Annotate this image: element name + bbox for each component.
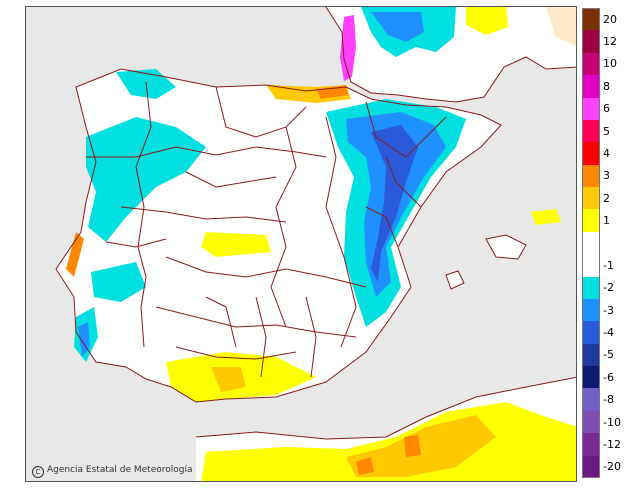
legend-label: 3 — [603, 169, 610, 183]
legend-swatch — [582, 231, 600, 255]
cold-anomaly-northwest — [86, 117, 206, 242]
credit-text: Agencia Estatal de Meteorología — [47, 465, 193, 475]
legend-swatch — [582, 388, 600, 412]
france-hot-strip — [340, 15, 356, 81]
warm-southwest — [66, 232, 84, 277]
legend-label: 1 — [603, 214, 610, 228]
color-legend: 20 12 10 8 6 5 4 3 2 1 -1 -2 -3 -4 -5 -6 -8 -10 -12 -20 — [582, 8, 630, 479]
france-cold-core — [371, 12, 424, 42]
legend-swatch — [582, 164, 600, 188]
legend-label: -20 — [603, 460, 621, 474]
legend-swatch — [582, 298, 600, 322]
legend-swatch — [582, 8, 600, 31]
legend-swatch — [582, 254, 600, 278]
legend-swatch — [582, 343, 600, 367]
legend-swatch — [582, 209, 600, 233]
legend-label: -4 — [603, 326, 614, 340]
legend-label: 12 — [603, 35, 617, 49]
cold-anomaly-center-west — [91, 262, 146, 302]
legend-swatch — [582, 366, 600, 389]
legend-swatch — [582, 52, 600, 76]
legend-swatch — [582, 410, 600, 434]
cold-anomaly-east-core — [371, 125, 418, 282]
legend-swatch — [582, 142, 600, 166]
legend-swatch — [582, 321, 600, 345]
legend-swatch — [582, 187, 600, 210]
legend-swatch — [582, 433, 600, 457]
legend-label: 5 — [603, 124, 610, 138]
copyright-icon: C — [32, 466, 44, 478]
balearic-islands — [485, 234, 527, 260]
france-warm-blob — [466, 7, 508, 35]
legend-label: 8 — [603, 79, 610, 93]
legend-swatch — [582, 30, 600, 54]
legend-label: -12 — [603, 437, 621, 451]
africa-warm-mid — [346, 415, 496, 477]
coastlines — [195, 7, 576, 440]
france-top-right-shade — [546, 7, 576, 47]
legend-label: 4 — [603, 146, 610, 160]
legend-label: -3 — [603, 303, 614, 317]
legend-label: -6 — [603, 370, 614, 384]
legend-label: -2 — [603, 281, 614, 295]
legend-swatch — [582, 276, 600, 300]
regional-borders — [55, 68, 502, 403]
warm-north-coast-edge — [316, 85, 348, 99]
aemet-credit: C Agencia Estatal de Meteorología — [32, 465, 193, 478]
africa-warm — [201, 402, 576, 481]
legend-swatch — [582, 455, 600, 479]
anomaly-map — [25, 6, 577, 482]
africa-warm-spot-2 — [404, 435, 421, 457]
balearic-ibiza — [445, 270, 465, 290]
legend-label: 2 — [603, 191, 610, 205]
legend-label: 10 — [603, 57, 617, 71]
legend-swatch — [582, 97, 600, 121]
legend-label: 20 — [603, 12, 617, 26]
legend-label: -8 — [603, 393, 614, 407]
warm-south-core — [211, 367, 246, 392]
legend-label: 6 — [603, 102, 610, 116]
legend-label: -1 — [603, 258, 614, 272]
legend-label: -5 — [603, 348, 614, 362]
legend-label: -10 — [603, 415, 621, 429]
africa-warm-spot — [356, 457, 374, 475]
warm-center — [201, 232, 271, 257]
legend-swatch — [582, 119, 600, 143]
legend-swatch — [582, 75, 600, 99]
balearic-mallorca-warm — [531, 209, 561, 225]
